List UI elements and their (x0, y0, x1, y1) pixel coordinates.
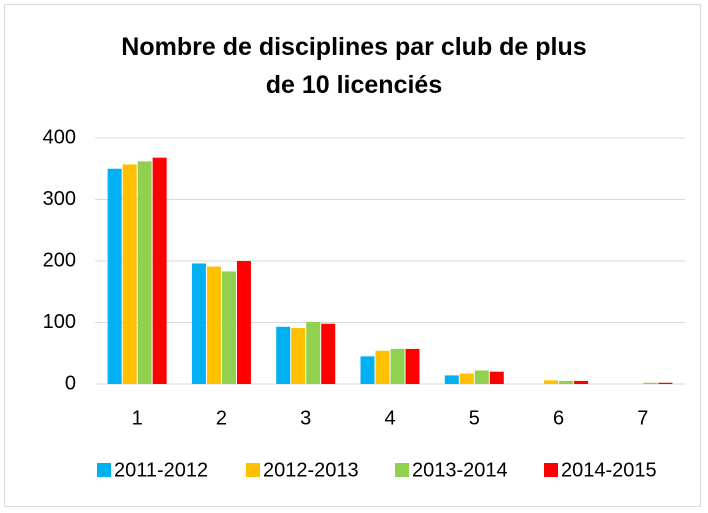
chart-title: Nombre de disciplines par club de plus d… (121, 33, 587, 99)
bar (321, 323, 336, 384)
legend-swatch (97, 463, 111, 477)
bar (390, 348, 405, 384)
x-tick-label: 4 (384, 407, 395, 429)
bar (221, 271, 236, 384)
y-tick-label: 100 (43, 311, 76, 333)
legend-swatch (544, 463, 558, 477)
bar (236, 261, 251, 384)
y-tick-label: 0 (65, 372, 76, 394)
title-box: Nombre de disciplines par club de plus d… (121, 33, 587, 99)
x-tick-label: 7 (637, 407, 648, 429)
x-tick-label: 5 (469, 407, 480, 429)
bar (474, 370, 489, 384)
x-tick-label: 2 (216, 407, 227, 429)
bar (152, 157, 167, 384)
legend-label: 2011-2012 (114, 459, 208, 481)
legend-label: 2014-2015 (561, 459, 657, 481)
y-tick-label: 400 (43, 126, 76, 148)
legend-swatch (395, 463, 409, 477)
bar (107, 168, 122, 384)
legend-label: 2013-2014 (412, 459, 508, 481)
bar (559, 380, 574, 384)
legend-label: 2012-2013 (263, 459, 359, 481)
bar (206, 266, 221, 384)
y-tick-label: 300 (43, 188, 76, 210)
bar (360, 356, 375, 384)
bar (122, 164, 137, 384)
bar (291, 328, 306, 384)
bar (574, 380, 589, 384)
bar (405, 348, 420, 384)
x-tick-label: 6 (553, 407, 564, 429)
bar (643, 382, 658, 384)
bar (306, 321, 321, 384)
x-tick-label: 3 (300, 407, 311, 429)
bar (459, 373, 474, 384)
bar (544, 380, 559, 384)
bar (137, 161, 152, 384)
bar (444, 375, 459, 384)
y-tick-label: 200 (43, 249, 76, 271)
x-tick-label: 1 (132, 407, 143, 429)
bar (276, 326, 291, 384)
bar (658, 382, 673, 384)
legend-swatch (246, 463, 260, 477)
bar (489, 371, 504, 384)
bar (191, 263, 206, 384)
bar (375, 350, 390, 384)
